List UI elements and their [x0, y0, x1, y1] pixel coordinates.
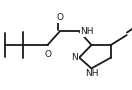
- Text: N: N: [71, 53, 78, 62]
- Text: NH: NH: [85, 69, 98, 78]
- Text: O: O: [56, 13, 63, 22]
- Text: NH: NH: [81, 27, 94, 36]
- Text: O: O: [44, 50, 51, 59]
